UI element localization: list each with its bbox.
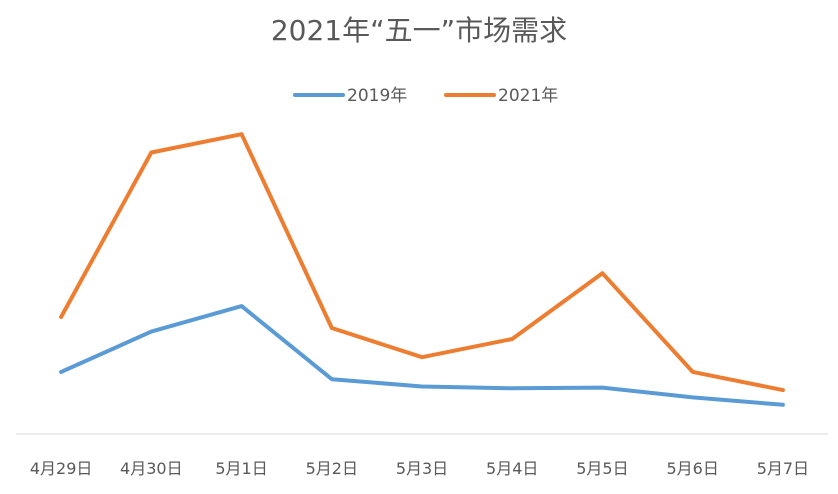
x-tick-label: 5月1日 [215, 459, 267, 478]
x-tick-label: 5月5日 [576, 459, 628, 478]
series-layer [59, 132, 785, 407]
x-tick-label: 5月4日 [486, 459, 538, 478]
x-tick-label: 5月6日 [666, 459, 718, 478]
chart-title: 2021年“五一”市场需求 [271, 14, 567, 47]
x-tick-label: 4月29日 [30, 459, 93, 478]
x-axis-ticks: 4月29日 4月30日 5月1日 5月2日 5月3日 5月4日 5月5日 5月6日 5月7日 [30, 459, 809, 478]
series-line-1 [59, 132, 785, 393]
legend-label-1: 2021年 [498, 86, 558, 106]
legend: 2019年 2021年 [293, 86, 558, 106]
legend-label-0: 2019年 [347, 86, 407, 106]
x-tick-label: 5月7日 [757, 459, 809, 478]
x-tick-label: 5月2日 [306, 459, 358, 478]
x-tick-label: 5月3日 [396, 459, 448, 478]
x-tick-label: 4月30日 [120, 459, 183, 478]
